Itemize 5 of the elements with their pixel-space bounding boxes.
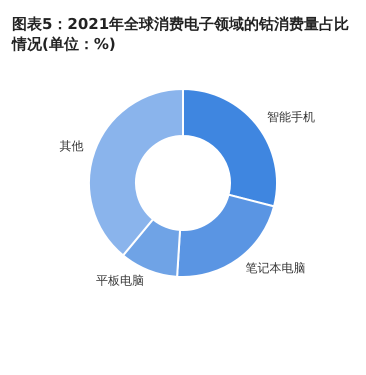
slice-label: 笔记本电脑 <box>245 260 306 275</box>
slice-label: 平板电脑 <box>96 274 144 288</box>
slice-label: 其他 <box>59 139 84 154</box>
chart-title: 图表5：2021年全球消费电子领域的钴消费量占比情况(单位：%) <box>10 14 350 55</box>
slice-label: 智能手机 <box>266 110 315 124</box>
